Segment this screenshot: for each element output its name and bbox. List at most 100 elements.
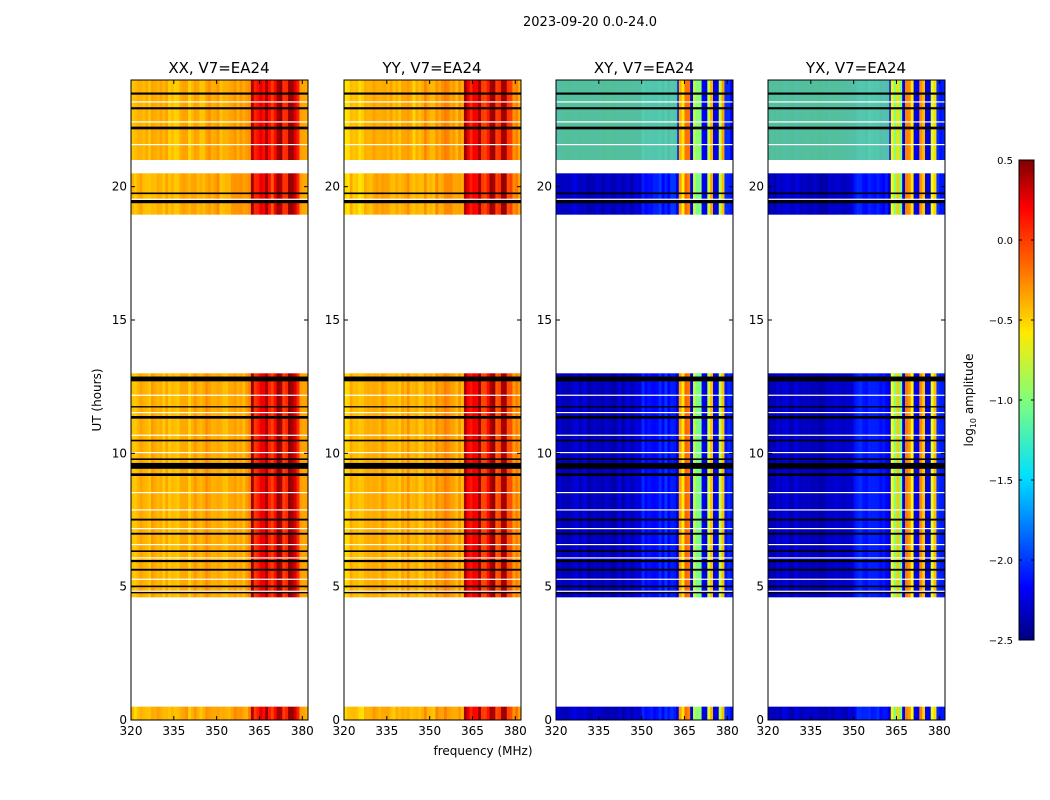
- gap-row: [131, 394, 308, 396]
- heatmap-column: [296, 706, 300, 720]
- gap-row: [768, 198, 945, 200]
- heatmap-column: [346, 373, 351, 598]
- flagged-row: [131, 376, 308, 382]
- heatmap-column: [386, 373, 391, 598]
- heatmap-column: [655, 373, 660, 598]
- heatmap-column: [578, 706, 583, 720]
- flagged-row: [344, 376, 521, 382]
- heatmap-column: [173, 373, 178, 598]
- heatmap-column: [386, 80, 391, 160]
- heatmap-column: [358, 80, 362, 160]
- heatmap-column: [182, 373, 186, 598]
- heatmap-column: [481, 706, 485, 720]
- heatmap-column: [202, 706, 206, 720]
- heatmap-column: [822, 706, 826, 720]
- heatmap-column: [193, 373, 198, 598]
- heatmap-column: [658, 706, 663, 720]
- heatmap-column: [375, 373, 379, 598]
- heatmap-column: [293, 373, 297, 598]
- heatmap-column: [131, 80, 135, 160]
- heatmap-column: [205, 706, 209, 720]
- y-tick-label: 10: [112, 446, 127, 460]
- gap-row: [344, 394, 521, 396]
- gap-row: [556, 434, 733, 436]
- heatmap-column: [148, 373, 152, 598]
- heatmap-column: [644, 706, 648, 720]
- heatmap-column: [458, 80, 462, 160]
- heatmap-column: [279, 706, 283, 720]
- heatmap-column: [793, 373, 797, 598]
- heatmap-column: [813, 706, 817, 720]
- heatmap-column: [779, 373, 783, 598]
- heatmap-column: [216, 706, 220, 720]
- x-tick-label: 320: [545, 724, 568, 738]
- heatmap-column: [621, 706, 625, 720]
- heatmap-column: [647, 706, 651, 720]
- gap-row: [556, 394, 733, 396]
- heatmap-column: [233, 373, 238, 598]
- y-tick-label: 0: [544, 713, 552, 727]
- heatmap-column: [862, 373, 866, 598]
- heatmap-column: [288, 706, 292, 720]
- heatmap-column: [610, 373, 614, 598]
- heatmap-column: [361, 706, 365, 720]
- heatmap-column: [233, 80, 238, 160]
- heatmap-column: [575, 706, 580, 720]
- gap-row: [768, 509, 945, 511]
- heatmap-column: [687, 373, 691, 598]
- heatmap-column: [613, 706, 617, 720]
- colorbar-tick-label: 0.5: [997, 156, 1013, 167]
- heatmap-column: [802, 706, 806, 720]
- heatmap-column: [718, 373, 722, 598]
- heatmap-column: [590, 373, 594, 598]
- heatmap-column: [902, 80, 906, 160]
- heatmap-column: [196, 80, 200, 160]
- y-tick-label: 20: [749, 180, 764, 194]
- heatmap-column: [870, 706, 875, 720]
- x-tick-label: 350: [842, 724, 865, 738]
- flagged-row: [768, 439, 945, 442]
- heatmap-column: [159, 373, 163, 598]
- heatmap-column: [253, 373, 258, 598]
- heatmap-column: [833, 706, 837, 720]
- heatmap-column: [907, 80, 912, 160]
- heatmap-column: [426, 373, 431, 598]
- heatmap-column: [570, 373, 574, 598]
- flagged-row: [768, 462, 945, 469]
- heatmap-column: [210, 80, 215, 160]
- heatmap-column: [279, 373, 283, 598]
- heatmap-column: [718, 80, 722, 160]
- heatmap-column: [225, 706, 229, 720]
- flagged-row: [556, 458, 733, 460]
- heatmap-column: [933, 373, 937, 598]
- heatmap-column: [695, 373, 700, 598]
- heatmap-column: [483, 373, 488, 598]
- heatmap-column: [667, 373, 671, 598]
- flagged-row: [131, 439, 308, 442]
- heatmap-column: [805, 706, 809, 720]
- heatmap-column: [435, 706, 439, 720]
- heatmap-column: [933, 706, 937, 720]
- heatmap-column: [558, 373, 563, 598]
- heatmap-column: [907, 373, 912, 598]
- gap-row: [344, 509, 521, 511]
- heatmap-column: [381, 706, 385, 720]
- flagged-row: [131, 532, 308, 535]
- y-tick-label: 20: [325, 180, 340, 194]
- heatmap-column: [787, 373, 792, 598]
- x-tick-label: 350: [205, 724, 228, 738]
- heatmap-column: [415, 80, 419, 160]
- heatmap-column: [478, 373, 482, 598]
- flagged-row: [768, 92, 945, 95]
- heatmap-column: [233, 706, 238, 720]
- heatmap-column: [675, 80, 680, 160]
- heatmap-column: [936, 373, 940, 598]
- heatmap-column: [690, 706, 694, 720]
- heatmap-column: [727, 706, 731, 720]
- heatmap-column: [707, 706, 711, 720]
- heatmap-column: [810, 373, 815, 598]
- heatmap-column: [412, 80, 416, 160]
- heatmap-column: [389, 373, 393, 598]
- heatmap-column: [573, 373, 577, 598]
